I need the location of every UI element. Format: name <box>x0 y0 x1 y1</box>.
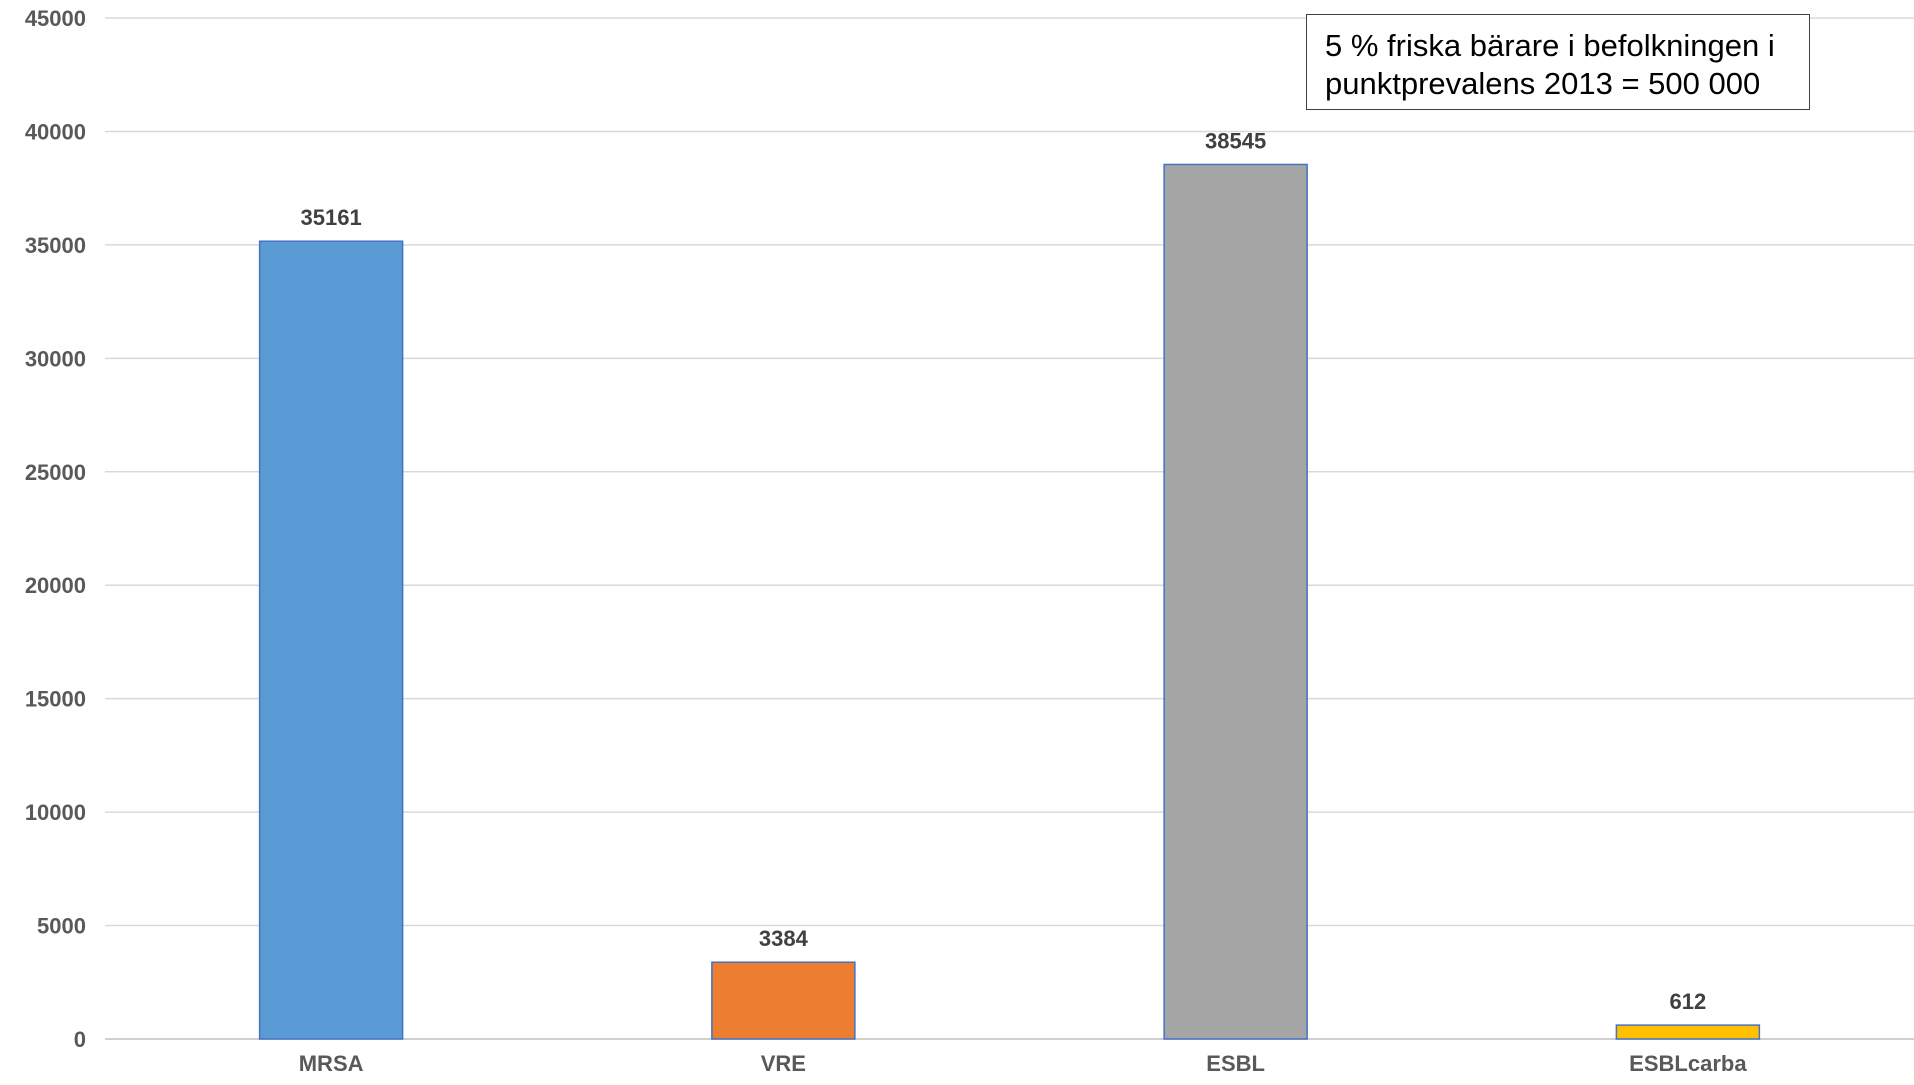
y-tick-label: 15000 <box>25 687 86 712</box>
x-tick-label: MRSA <box>299 1051 364 1076</box>
y-tick-label: 20000 <box>25 573 86 598</box>
x-tick-label: ESBLcarba <box>1629 1051 1747 1076</box>
data-label: 612 <box>1670 989 1707 1014</box>
bar-esbl <box>1163 163 1308 1040</box>
y-axis-ticks: 0 5000 10000 15000 20000 25000 30000 35000 40000… <box>25 6 86 1052</box>
data-labels: 35161 3384 38545 612 <box>301 128 1707 1014</box>
y-tick-label: 40000 <box>25 119 86 144</box>
annotation-line-2: punktprevalens 2013 = 500 000 <box>1325 66 1761 101</box>
bars <box>258 163 1761 1040</box>
bar-mrsa <box>258 240 404 1040</box>
y-tick-label: 0 <box>74 1027 86 1052</box>
y-tick-label: 10000 <box>25 800 86 825</box>
bar-vre <box>711 961 856 1040</box>
y-tick-label: 5000 <box>37 914 86 939</box>
annotation-box: 5 % friska bärare i befolkningen i punkt… <box>1306 14 1810 110</box>
x-tick-label: ESBL <box>1206 1051 1265 1076</box>
y-tick-label: 35000 <box>25 233 86 258</box>
bar-esblcarba <box>1615 1024 1761 1040</box>
data-label: 3384 <box>759 926 809 951</box>
y-tick-label: 25000 <box>25 460 86 485</box>
data-label: 38545 <box>1205 128 1266 153</box>
data-label: 35161 <box>301 205 362 230</box>
annotation-line-1: 5 % friska bärare i befolkningen i <box>1325 28 1775 63</box>
x-axis-ticks: MRSA VRE ESBL ESBLcarba <box>299 1051 1748 1076</box>
x-tick-label: VRE <box>761 1051 806 1076</box>
y-tick-label: 45000 <box>25 6 86 31</box>
y-tick-label: 30000 <box>25 346 86 371</box>
